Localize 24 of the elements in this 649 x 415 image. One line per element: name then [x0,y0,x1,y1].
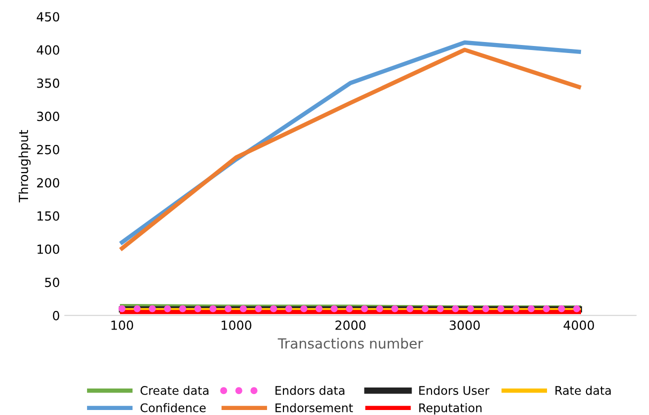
x-tick-label: 4000 [564,320,594,330]
y-tick-label: 50 [45,278,60,288]
y-tick-label: 350 [37,78,60,88]
y-tick-label: 150 [38,211,60,221]
legend-label: Create data [140,386,208,395]
y-tick-label: 250 [37,144,60,154]
y-tick-label: 400 [36,45,60,55]
y-tick-label: 300 [37,112,60,122]
y-axis-title: Throughput [18,130,31,202]
x-tick-label: 2000 [335,320,366,330]
y-tick-label: 0 [52,310,60,320]
legend-label: Reputation [419,403,482,415]
x-tick-label: 1000 [222,320,252,330]
x-axis-title: Transactions number [278,338,424,349]
y-tick-label: 450 [36,12,60,22]
legend-label: Endors data [276,386,344,395]
x-tick-label: 3000 [450,320,480,330]
legend-label: Confidence [140,403,206,412]
x-tick-label: 100 [111,320,134,330]
y-tick-label: 200 [37,178,60,188]
legend-label: Endors User [419,386,490,395]
y-tick-label: 100 [38,244,60,254]
legend-label: Endorsement [276,403,353,412]
legend-label: Rate data [556,386,611,395]
